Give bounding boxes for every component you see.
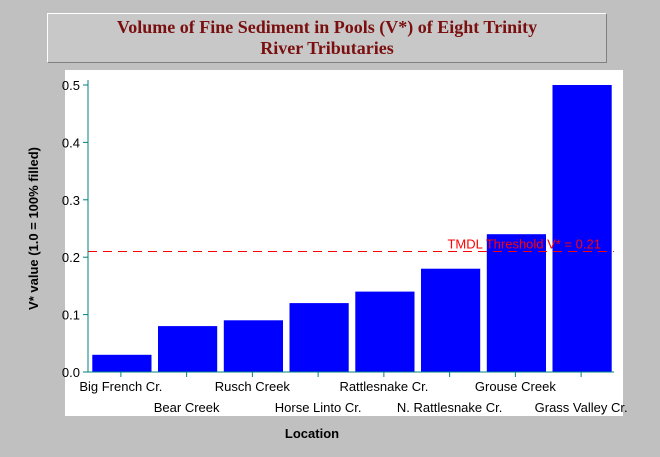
threshold-label: TMDL Threshold V* = 0.21: [447, 236, 601, 251]
y-tick-label-2: 0.2: [62, 250, 80, 265]
x-tick-label-4: Horse Linto Cr.: [275, 400, 362, 415]
bar-8: [552, 85, 612, 372]
bar-7: [486, 234, 546, 372]
y-tick-label-5: 0.5: [62, 78, 80, 93]
x-tick-label-8: Grass Valley Cr.: [535, 400, 628, 415]
bar-3: [223, 320, 283, 372]
x-axis-title: Location: [285, 426, 339, 441]
x-tick-label-2: Bear Creek: [154, 400, 220, 415]
bar-4: [289, 303, 349, 372]
chart-title-line-2: River Tributaries: [260, 38, 394, 58]
y-tick-label-0: 0.0: [62, 365, 80, 380]
bar-5: [355, 291, 415, 372]
y-tick-label-4: 0.4: [62, 135, 80, 150]
x-tick-label-6: N. Rattlesnake Cr.: [397, 400, 503, 415]
bar-2: [158, 326, 218, 372]
x-tick-label-7: Grouse Creek: [475, 379, 556, 394]
y-tick-label-1: 0.1: [62, 308, 80, 323]
y-tick-label-3: 0.3: [62, 193, 80, 208]
chart-title: Volume of Fine Sediment in Pools (V*) of…: [47, 13, 607, 63]
y-axis-title: V* value (1.0 = 100% filled): [26, 147, 41, 310]
x-tick-label-5: Rattlesnake Cr.: [339, 379, 428, 394]
bar-1: [92, 354, 152, 372]
x-tick-label-3: Rusch Creek: [215, 379, 291, 394]
chart-title-line-1: Volume of Fine Sediment in Pools (V*) of…: [116, 17, 538, 37]
x-tick-label-1: Big French Cr.: [79, 379, 162, 394]
bar-6: [421, 268, 481, 372]
